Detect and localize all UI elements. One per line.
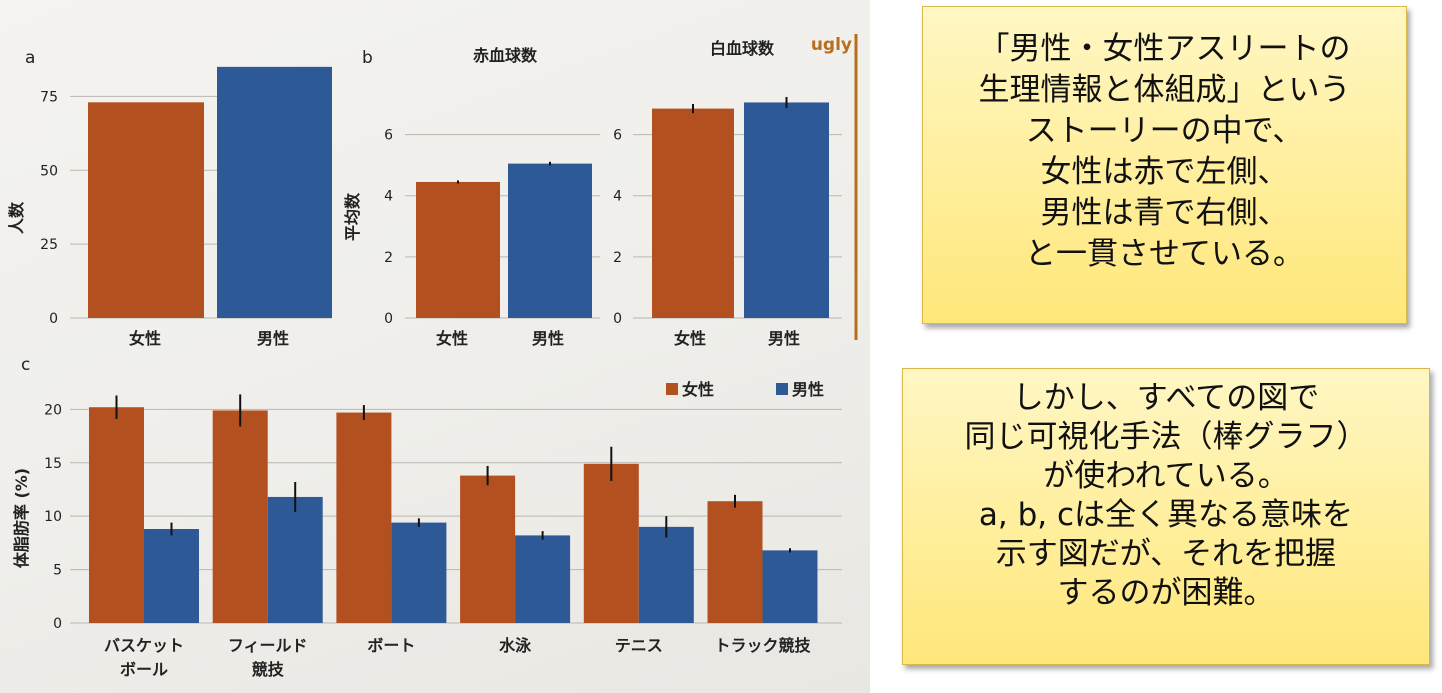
x-tick-label-line: バスケット — [104, 636, 184, 655]
y-tick-label: 2 — [384, 250, 393, 266]
y-tick-label: 4 — [613, 189, 622, 205]
y-tick-label: 0 — [49, 311, 58, 327]
x-tick-label-line: フィールド — [228, 636, 308, 655]
y-tick-label: 5 — [53, 563, 62, 579]
bar — [638, 526, 694, 623]
y-tick-label: 75 — [40, 89, 58, 105]
panel-label: c — [21, 355, 30, 375]
legend-label: 男性 — [792, 380, 824, 399]
note-line: と一貫させている。 — [1025, 236, 1304, 272]
note-box-problem: しかし、すべての図で 同じ可視化手法（棒グラフ） が使われている。 a, b, cは全… — [902, 368, 1430, 665]
note-line: 男性は青で右側、 — [1040, 195, 1289, 231]
bar — [508, 163, 592, 318]
note-box-consistency: 「男性・女性アスリートの 生理情報と体組成」という ストーリーの中で、 女性は赤で左側… — [922, 6, 1407, 324]
chart-title: 赤血球数 — [473, 46, 538, 65]
x-tick-label: 女性 — [436, 329, 468, 348]
x-tick-label-line: テニス — [615, 636, 663, 655]
x-tick-label-line: 競技 — [252, 660, 285, 679]
bar — [267, 496, 323, 623]
y-tick-label: 6 — [613, 128, 622, 144]
x-tick-label: 女性 — [674, 329, 706, 348]
bar — [212, 410, 268, 623]
note-line: 示す図だが、それを把握 — [995, 536, 1337, 572]
y-tick-label: 6 — [384, 128, 393, 144]
bar — [336, 412, 392, 623]
bar — [515, 535, 571, 623]
x-tick-label: テニス — [615, 636, 663, 655]
x-tick-label: フィールド競技 — [228, 636, 308, 679]
note-line: a, b, cは全く異なる意味を — [978, 497, 1354, 533]
y-tick-label: 10 — [44, 509, 62, 525]
book-page-photo: 0 25 50 75 女性 男性 人数 a 0 2 4 6 女性 男性 赤血球数 平均数 b 0 2 4 6 女性 男性 白血… — [0, 0, 870, 693]
y-tick-label: 15 — [44, 456, 62, 472]
x-tick-label: バスケットボール — [104, 636, 184, 679]
x-tick-label-line: ボール — [120, 660, 168, 679]
legend-swatch — [776, 383, 788, 395]
y-axis-label: 体脂肪率 (%) — [12, 468, 31, 568]
x-tick-label: 男性 — [257, 329, 289, 348]
bar — [583, 463, 639, 623]
note-line: が使われている。 — [1043, 458, 1289, 494]
x-tick-label: 水泳 — [499, 636, 532, 655]
x-tick-label: 男性 — [532, 329, 564, 348]
bar — [707, 501, 763, 623]
bar — [762, 550, 818, 623]
bar — [460, 475, 516, 623]
y-tick-label: 2 — [613, 250, 622, 266]
y-axis-label: 平均数 — [343, 192, 362, 241]
x-tick-label: 女性 — [129, 329, 161, 348]
y-tick-label: 0 — [384, 311, 393, 327]
panel-label: a — [25, 48, 35, 68]
chart-title: 白血球数 — [710, 39, 775, 58]
y-tick-label: 4 — [384, 189, 393, 205]
y-tick-label: 0 — [53, 616, 62, 632]
x-tick-label: トラック競技 — [714, 636, 811, 655]
note-line: 生理情報と体組成」という — [978, 72, 1351, 108]
bar — [652, 108, 734, 318]
note-line: するのが困難。 — [1057, 575, 1275, 611]
y-tick-label: 50 — [40, 163, 58, 179]
bar — [88, 102, 204, 319]
note-line: 女性は赤で左側、 — [1040, 154, 1289, 190]
legend-swatch — [666, 383, 678, 395]
x-tick-label: ボート — [367, 636, 415, 655]
y-tick-label: 25 — [40, 237, 58, 253]
note-line: ストーリーの中で、 — [1025, 113, 1304, 149]
ugly-label: ugly — [811, 35, 852, 55]
y-axis-label: 人数 — [7, 201, 26, 234]
panel-label: b — [362, 48, 373, 68]
legend-label: 女性 — [682, 380, 714, 399]
bar — [144, 529, 199, 623]
note-line: しかし、すべての図で — [1012, 380, 1320, 416]
note-line: 同じ可視化手法（棒グラフ） — [964, 419, 1368, 455]
x-tick-label-line: トラック競技 — [714, 636, 811, 655]
bar — [391, 522, 447, 623]
bar — [217, 66, 332, 318]
y-tick-label: 0 — [613, 311, 622, 327]
bar — [89, 407, 144, 623]
x-tick-label-line: 水泳 — [499, 636, 532, 655]
bar — [416, 181, 500, 318]
x-tick-label: 男性 — [768, 329, 800, 348]
bar — [744, 102, 829, 318]
note-line: 「男性・女性アスリートの — [978, 31, 1351, 67]
x-tick-label-line: ボート — [367, 636, 415, 655]
y-tick-label: 20 — [44, 402, 62, 418]
